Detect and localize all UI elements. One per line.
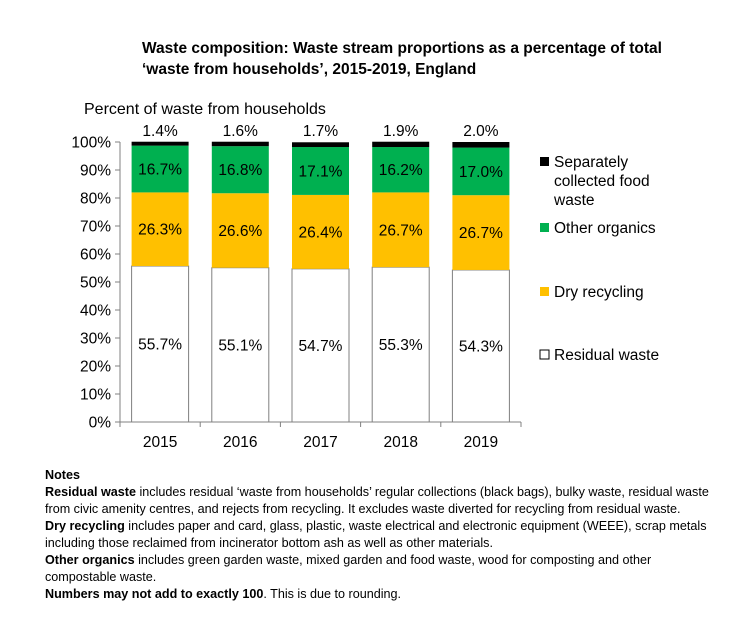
note-organics-text: includes green garden waste, mixed garde… bbox=[45, 553, 652, 584]
note-dry-text: includes paper and card, glass, plastic,… bbox=[45, 519, 707, 550]
note-organics-term: Other organics bbox=[45, 553, 135, 567]
legend-swatch-dry-recycling bbox=[540, 287, 549, 296]
y-tick-label: 20% bbox=[80, 359, 111, 376]
data-label: 16.8% bbox=[218, 162, 262, 179]
bar-segment-dry-recycling bbox=[372, 192, 430, 268]
y-tick-label: 60% bbox=[80, 247, 111, 264]
legend-swatch-residual-waste bbox=[539, 349, 550, 360]
legend-label: Separately bbox=[554, 154, 628, 171]
bar-segment-other-organics bbox=[452, 147, 510, 196]
y-axis-label: Percent of waste from households bbox=[84, 101, 326, 118]
chart-title-line1: Waste composition: Waste stream proporti… bbox=[142, 40, 662, 57]
data-label: 17.1% bbox=[299, 163, 343, 180]
bar-segment-other-organics bbox=[292, 147, 349, 195]
legend-swatch-other-organics bbox=[540, 223, 549, 232]
bar-segment-separately-collected-food-waste bbox=[131, 141, 189, 146]
legend-label: Dry recycling bbox=[554, 284, 644, 301]
bar-segment-dry-recycling bbox=[292, 194, 349, 269]
data-label: 26.6% bbox=[218, 223, 262, 240]
data-label: 1.4% bbox=[142, 123, 178, 140]
bar-segment-residual-waste bbox=[131, 265, 190, 423]
note-organics: Other organics includes green garden was… bbox=[45, 552, 715, 586]
data-label: 16.7% bbox=[138, 162, 182, 179]
data-label: 1.9% bbox=[383, 123, 419, 140]
data-label: 26.7% bbox=[379, 222, 423, 239]
y-tick-label: 90% bbox=[80, 163, 111, 180]
legend-label: collected food bbox=[554, 173, 650, 190]
data-label: 54.7% bbox=[299, 338, 343, 355]
notes-section: Notes Residual waste includes residual ‘… bbox=[45, 467, 715, 603]
x-category-label: 2018 bbox=[383, 434, 417, 451]
y-tick-label: 30% bbox=[80, 331, 111, 348]
bar-segment-dry-recycling bbox=[452, 195, 510, 270]
bar-segment-other-organics bbox=[372, 147, 430, 193]
note-rounding-text: . This is due to rounding. bbox=[263, 587, 402, 601]
y-tick-label: 10% bbox=[80, 387, 111, 404]
data-label: 54.3% bbox=[459, 338, 503, 355]
data-label: 26.4% bbox=[299, 224, 343, 241]
legend-label: waste bbox=[553, 192, 595, 209]
data-label: 55.7% bbox=[138, 337, 182, 354]
note-rounding: Numbers may not add to exactly 100. This… bbox=[45, 586, 715, 603]
note-dry-term: Dry recycling bbox=[45, 519, 125, 533]
y-tick-label: 70% bbox=[80, 219, 111, 236]
y-tick-label: 40% bbox=[80, 303, 111, 320]
x-category-label: 2016 bbox=[223, 434, 257, 451]
bar-segment-separately-collected-food-waste bbox=[292, 142, 349, 148]
bar-segment-residual-waste bbox=[451, 269, 510, 423]
data-label: 1.7% bbox=[303, 123, 339, 140]
legend-swatch-separately-collected-food-waste bbox=[540, 157, 549, 166]
data-label: 2.0% bbox=[463, 123, 499, 140]
note-dry: Dry recycling includes paper and card, g… bbox=[45, 518, 715, 552]
bar-segment-other-organics bbox=[211, 146, 269, 194]
chart-title: Waste composition: Waste stream proporti… bbox=[142, 38, 702, 80]
note-rounding-term: Numbers may not add to exactly 100 bbox=[45, 587, 264, 601]
bar-segment-dry-recycling bbox=[211, 193, 269, 268]
y-tick-label: 50% bbox=[80, 275, 111, 292]
stacked-bar-chart: 0% 10% 20% 30% 40% 50% 60% 70% 80% 90% 100% 55.7% 26… bbox=[71, 123, 659, 451]
note-residual-term: Residual waste bbox=[45, 485, 136, 499]
y-tick-label: 100% bbox=[71, 135, 111, 152]
bar-segment-separately-collected-food-waste bbox=[452, 142, 510, 148]
x-category-label: 2019 bbox=[464, 434, 498, 451]
note-residual: Residual waste includes residual ‘waste … bbox=[45, 484, 715, 518]
data-label: 16.2% bbox=[379, 162, 423, 179]
notes-heading: Notes bbox=[45, 468, 80, 482]
data-label: 1.6% bbox=[223, 123, 259, 140]
note-residual-text: includes residual ‘waste from households… bbox=[45, 485, 709, 516]
legend-label: Other organics bbox=[554, 220, 656, 237]
data-label: 17.0% bbox=[459, 164, 503, 181]
chart-title-line2: ‘waste from households’, 2015-2019, Engl… bbox=[142, 61, 477, 78]
bar-segment-other-organics bbox=[131, 145, 189, 193]
data-label: 26.7% bbox=[459, 225, 503, 242]
bar-segment-residual-waste bbox=[371, 266, 430, 423]
data-label: 26.3% bbox=[138, 222, 182, 239]
y-tick-label: 80% bbox=[80, 191, 111, 208]
x-category-label: 2017 bbox=[303, 434, 337, 451]
bar-segment-separately-collected-food-waste bbox=[211, 141, 269, 147]
bar-segment-separately-collected-food-waste bbox=[372, 141, 430, 148]
y-tick-label: 0% bbox=[89, 415, 112, 432]
x-category-label: 2015 bbox=[143, 434, 177, 451]
data-label: 55.1% bbox=[218, 337, 262, 354]
bar-segment-residual-waste bbox=[211, 267, 270, 423]
legend-label: Residual waste bbox=[554, 347, 659, 364]
bar-segment-dry-recycling bbox=[131, 192, 189, 267]
bar-segment-residual-waste bbox=[291, 268, 350, 423]
data-label: 55.3% bbox=[379, 337, 423, 354]
